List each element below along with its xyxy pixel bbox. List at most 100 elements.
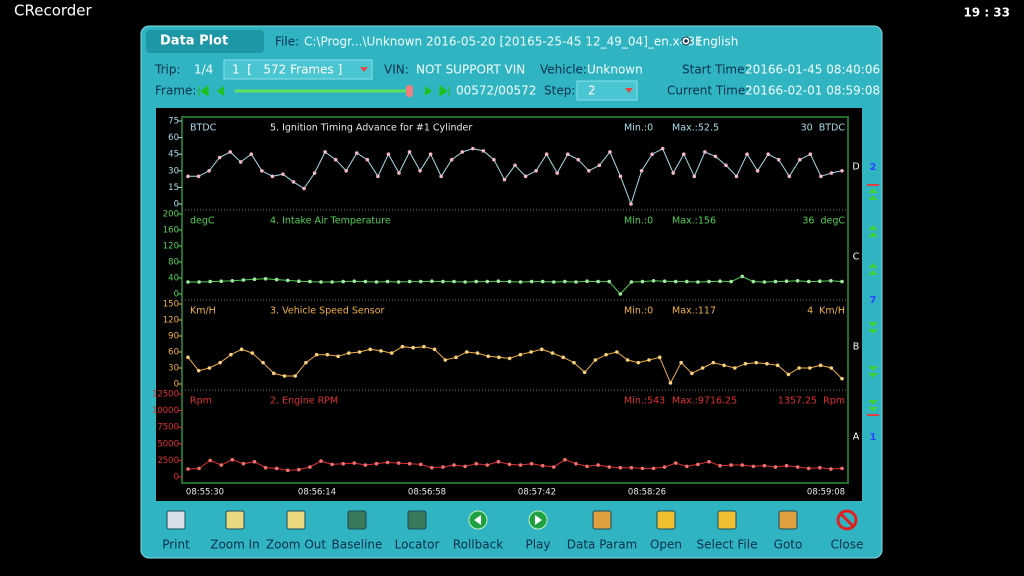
button-label[interactable]: Play <box>525 538 550 552</box>
language[interactable]: English <box>695 35 738 49</box>
button-label[interactable]: Select File <box>697 538 758 552</box>
max-label: Max.:9716.25 <box>672 396 737 407</box>
button-icon[interactable] <box>656 510 676 530</box>
data-point <box>418 462 423 467</box>
file-label: File: <box>275 35 299 49</box>
data-point <box>636 360 641 365</box>
unit: Rpm <box>190 396 212 407</box>
data-point <box>795 465 800 469</box>
data-point <box>432 347 437 352</box>
frames-dropdown[interactable] <box>223 59 373 80</box>
data-point <box>263 277 268 281</box>
data-point <box>422 344 426 349</box>
button-icon[interactable] <box>836 509 858 531</box>
data-point <box>439 174 443 179</box>
button-icon[interactable] <box>347 510 367 530</box>
data-point <box>411 345 415 350</box>
button-icon[interactable] <box>592 510 612 530</box>
data-point <box>319 459 323 463</box>
y-tick-label: 160 <box>163 226 179 236</box>
y-tick-label: 80 <box>168 258 179 268</box>
button-label[interactable]: Rollback <box>453 538 503 552</box>
button-icon[interactable] <box>717 510 737 530</box>
data-point <box>629 280 634 284</box>
data-point <box>518 463 523 467</box>
data-point <box>397 171 401 175</box>
data-point <box>773 465 778 469</box>
data-point <box>341 279 345 284</box>
data-point <box>481 149 486 153</box>
data-point <box>239 347 244 352</box>
data-point <box>662 465 667 469</box>
max-label: Max.:117 <box>672 306 716 317</box>
data-point <box>379 349 383 353</box>
data-point <box>662 279 667 284</box>
data-point <box>657 355 662 360</box>
button-icon[interactable] <box>407 510 427 530</box>
data-point <box>363 279 368 284</box>
data-point <box>518 352 523 357</box>
step-label: Step: <box>544 84 575 98</box>
button-icon[interactable] <box>225 510 245 530</box>
data-point <box>271 371 276 376</box>
data-point <box>333 157 338 162</box>
data-point <box>718 279 722 284</box>
y-tick-label: 30 <box>168 364 179 374</box>
vehicle-label: Vehicle: <box>540 63 587 77</box>
button-label[interactable]: Baseline <box>332 538 383 552</box>
max-label: Max.:156 <box>672 216 716 227</box>
button-label[interactable]: Zoom In <box>210 538 260 552</box>
data-point <box>681 152 686 156</box>
data-point <box>207 366 212 370</box>
data-point <box>640 466 645 471</box>
next-frame[interactable] <box>425 86 432 96</box>
side-arrows <box>867 184 879 416</box>
unit: Km/H <box>190 306 216 317</box>
data-point <box>729 463 733 467</box>
data-point <box>513 163 517 168</box>
data-point <box>745 152 749 156</box>
button-icon[interactable] <box>778 510 798 530</box>
data-point <box>765 361 769 366</box>
data-point <box>692 174 697 179</box>
slider-knob[interactable] <box>406 85 413 97</box>
last-frame[interactable] <box>439 85 450 97</box>
button-icon[interactable] <box>166 510 186 530</box>
data-point <box>250 351 255 355</box>
data-point <box>754 360 759 365</box>
y-tick-label: 60 <box>168 348 179 358</box>
data-point <box>430 465 434 470</box>
button-label[interactable]: Open <box>650 538 682 552</box>
data-point <box>454 355 458 360</box>
step-dropdown[interactable] <box>576 80 638 101</box>
data-point <box>773 279 778 284</box>
data-point <box>840 169 844 173</box>
side-label: D <box>852 162 859 173</box>
side-number: 7 <box>870 295 877 306</box>
button-label[interactable]: Close <box>831 538 864 552</box>
radio-dot <box>684 39 688 43</box>
data-point <box>352 279 357 284</box>
data-point <box>285 468 290 473</box>
current-label: Current Time: <box>667 84 749 98</box>
button-label[interactable]: Data Param <box>567 538 638 552</box>
first-frame[interactable] <box>198 85 209 97</box>
data-point <box>550 351 555 355</box>
data-point <box>718 463 722 468</box>
start-label: Start Time: <box>682 63 749 77</box>
data-point <box>443 358 448 362</box>
step: 2 <box>588 84 596 98</box>
data-point <box>743 361 748 366</box>
y-tick-label: 90 <box>168 332 179 342</box>
button-label[interactable]: Goto <box>774 538 803 552</box>
data-point <box>829 467 833 471</box>
button-label[interactable]: Zoom Out <box>266 538 326 552</box>
prev-frame[interactable] <box>217 86 224 96</box>
data-point <box>651 466 656 471</box>
button-icon[interactable] <box>286 510 306 530</box>
data-point <box>354 151 359 155</box>
data-point <box>587 169 591 173</box>
data-point <box>396 280 401 284</box>
button-label[interactable]: Locator <box>395 538 440 552</box>
button-label[interactable]: Print <box>162 538 190 552</box>
